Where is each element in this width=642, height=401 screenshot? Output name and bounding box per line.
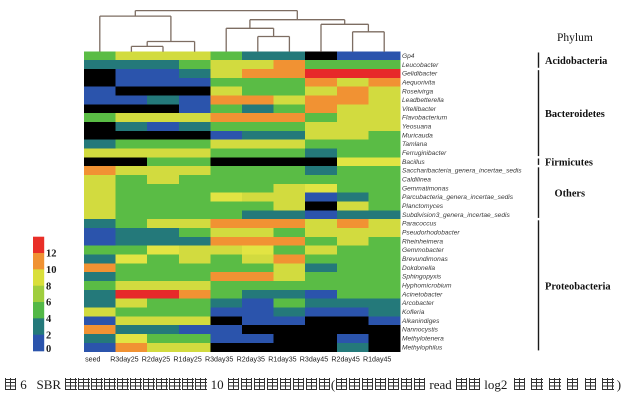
svg-text:Subdivision3_genera_incertae_s: Subdivision3_genera_incertae_sedis <box>402 212 510 219</box>
svg-text:Tamlana: Tamlana <box>402 141 427 148</box>
svg-text:R2day35: R2day35 <box>237 356 265 364</box>
svg-text:Parcubacteria_genera_incertae_: Parcubacteria_genera_incertae_sedis <box>402 194 514 201</box>
svg-text:Muricauda: Muricauda <box>402 132 433 139</box>
svg-text:seed: seed <box>85 356 100 364</box>
svg-text:Hyphomicrobium: Hyphomicrobium <box>402 283 452 290</box>
svg-text:Firmicutes: Firmicutes <box>545 158 593 169</box>
svg-text:6: 6 <box>46 298 51 309</box>
svg-text:Rheinheimera: Rheinheimera <box>402 238 443 245</box>
svg-text:Nannocystis: Nannocystis <box>402 327 439 334</box>
svg-text:Yeosuana: Yeosuana <box>402 124 432 131</box>
svg-text:Methylophilus: Methylophilus <box>402 344 443 351</box>
svg-text:Leucobacter: Leucobacter <box>402 62 439 69</box>
svg-text:Paracoccus: Paracoccus <box>402 221 437 228</box>
svg-text:Gemmobacter: Gemmobacter <box>402 247 445 254</box>
svg-text:Brevundimonas: Brevundimonas <box>402 256 449 263</box>
svg-text:Bacillus: Bacillus <box>402 159 425 166</box>
svg-text:12: 12 <box>46 249 57 260</box>
svg-text:Arcobacter: Arcobacter <box>401 300 435 307</box>
svg-text:Methylotenera: Methylotenera <box>402 336 444 343</box>
svg-text:8: 8 <box>46 281 51 292</box>
svg-text:R3day35: R3day35 <box>205 356 233 364</box>
svg-text:2: 2 <box>46 330 51 341</box>
svg-text:Pseudorhodobacter: Pseudorhodobacter <box>402 230 460 237</box>
svg-text:Saccharibacteria_genera_incert: Saccharibacteria_genera_incertae_sedis <box>402 168 522 175</box>
svg-text:R3day25: R3day25 <box>110 356 138 364</box>
svg-text:Kofleria: Kofleria <box>402 309 425 316</box>
svg-text:Flavobacterium: Flavobacterium <box>402 115 448 122</box>
svg-text:Bacteroidetes: Bacteroidetes <box>545 109 605 120</box>
svg-text:R2day45: R2day45 <box>331 356 359 364</box>
svg-text:4: 4 <box>46 314 52 325</box>
svg-text:R1day45: R1day45 <box>363 356 391 364</box>
svg-text:Ferruginibacter: Ferruginibacter <box>402 150 447 157</box>
svg-text:Gp4: Gp4 <box>402 53 415 60</box>
svg-text:Roseivirga: Roseivirga <box>402 88 433 95</box>
svg-text:R1day35: R1day35 <box>268 356 296 364</box>
svg-text:Planctomyces: Planctomyces <box>402 203 444 210</box>
svg-text:Alkanindiges: Alkanindiges <box>401 318 440 325</box>
svg-text:R1day25: R1day25 <box>173 356 201 364</box>
svg-text:Gemmatimonas: Gemmatimonas <box>402 185 449 192</box>
svg-text:Leadbetterella: Leadbetterella <box>402 97 444 104</box>
svg-text:Dokdonella: Dokdonella <box>402 265 435 272</box>
svg-text:Proteobacteria: Proteobacteria <box>545 281 611 292</box>
svg-text:10: 10 <box>46 265 57 276</box>
svg-text:Sphingopyxis: Sphingopyxis <box>402 274 442 281</box>
svg-text:R3day45: R3day45 <box>300 356 328 364</box>
svg-text:Caldilinea: Caldilinea <box>402 177 431 184</box>
svg-text:Aequorivita: Aequorivita <box>401 79 435 86</box>
svg-text:R2day25: R2day25 <box>142 356 170 364</box>
svg-text:Gelidibacter: Gelidibacter <box>402 71 438 78</box>
svg-text:Others: Others <box>555 189 586 200</box>
svg-text:Acidobacteria: Acidobacteria <box>545 56 608 67</box>
svg-text:Acinetobacter: Acinetobacter <box>401 291 443 298</box>
svg-text:0: 0 <box>46 344 51 355</box>
svg-text:Phylum: Phylum <box>557 32 593 44</box>
svg-text:Vitellibacter: Vitellibacter <box>402 106 437 113</box>
